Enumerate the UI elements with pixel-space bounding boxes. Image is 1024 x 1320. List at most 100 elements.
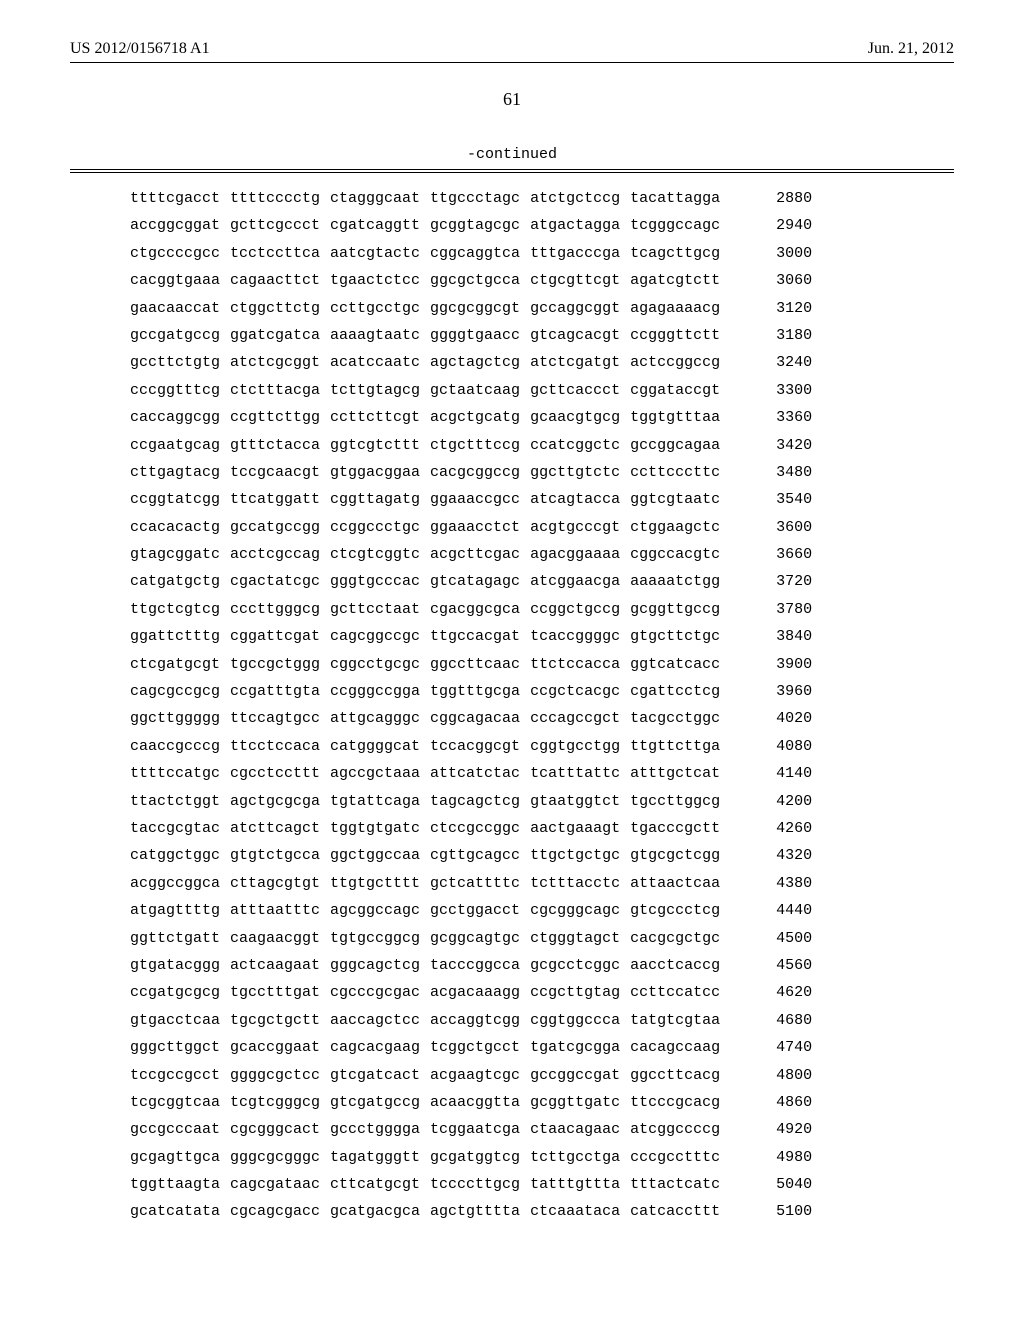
- sequence-group: aaaagtaatc: [330, 328, 420, 343]
- sequence-group: acgacaaagg: [430, 985, 520, 1000]
- sequence-position: 3960: [768, 684, 812, 699]
- sequence-group: actcaagaat: [230, 958, 320, 973]
- sequence-group: cgatcaggtt: [330, 218, 420, 233]
- sequence-group: acggccggca: [130, 876, 220, 891]
- sequence-row: ttttcgacctttttcccctgctagggcaatttgccctagc…: [130, 191, 954, 206]
- sequence-group: gctaatcaag: [430, 383, 520, 398]
- sequence-group: acgtgcccgt: [530, 520, 620, 535]
- sequence-group: ttgccacgat: [430, 629, 520, 644]
- sequence-group: cccagccgct: [530, 711, 620, 726]
- sequence-group: cttcatgcgt: [330, 1177, 420, 1192]
- sequence-row: gccttctgtgatctcgcggtacatccaatcagctagctcg…: [130, 355, 954, 370]
- sequence-row: ccacacactggccatgccggccggccctgcggaaacctct…: [130, 520, 954, 535]
- sequence-group: agctgcgcga: [230, 794, 320, 809]
- sequence-group: atctgctccg: [530, 191, 620, 206]
- sequence-group: cacgcgctgc: [630, 931, 720, 946]
- sequence-group: gggcttggct: [130, 1040, 220, 1055]
- sequence-group: ccttcccttc: [630, 465, 720, 480]
- sequence-group: tcgggccagc: [630, 218, 720, 233]
- sequence-groups: tggttaagtacagcgataaccttcatgcgttccccttgcg…: [130, 1177, 730, 1192]
- sequence-group: cagaacttct: [230, 273, 320, 288]
- sequence-group: gtgcgctcgg: [630, 848, 720, 863]
- sequence-groups: cccggtttcgctctttacgatcttgtagcggctaatcaag…: [130, 383, 730, 398]
- sequence-groups: catgatgctgcgactatcgcgggtgcccacgtcatagagc…: [130, 574, 730, 589]
- sequence-group: ctgctttccg: [430, 438, 520, 453]
- sequence-group: ctgggtagct: [530, 931, 620, 946]
- sequence-group: tcttgtagcg: [330, 383, 420, 398]
- sequence-group: tatttgttta: [530, 1177, 620, 1192]
- sequence-group: tgtattcaga: [330, 794, 420, 809]
- sequence-groups: tcgcggtcaatcgtcgggcggtcgatgccgacaacggtta…: [130, 1095, 730, 1110]
- sequence-group: acaacggtta: [430, 1095, 520, 1110]
- sequence-row: taccgcgtacatcttcagcttggtgtgatcctccgccggc…: [130, 821, 954, 836]
- sequence-group: ggcttgtctc: [530, 465, 620, 480]
- sequence-group: gtgcttctgc: [630, 629, 720, 644]
- sequence-group: cgattcctcg: [630, 684, 720, 699]
- sequence-group: cagcacgaag: [330, 1040, 420, 1055]
- sequence-group: tgacccgctt: [630, 821, 720, 836]
- patent-page: US 2012/0156718 A1 Jun. 21, 2012 61 -con…: [0, 0, 1024, 1320]
- sequence-group: ggctggccaa: [330, 848, 420, 863]
- sequence-position: 3720: [768, 574, 812, 589]
- sequence-group: ggtcatcacc: [630, 657, 720, 672]
- sequence-group: ctggaagctc: [630, 520, 720, 535]
- sequence-position: 3420: [768, 438, 812, 453]
- sequence-group: cggattcgat: [230, 629, 320, 644]
- sequence-group: attaactcaa: [630, 876, 720, 891]
- sequence-group: acatccaatc: [330, 355, 420, 370]
- sequence-group: agcggccagc: [330, 903, 420, 918]
- sequence-group: ccggtatcgg: [130, 492, 220, 507]
- sequence-group: gccgatgccg: [130, 328, 220, 343]
- sequence-group: ttgtgctttt: [330, 876, 420, 891]
- sequence-group: gcggttgatc: [530, 1095, 620, 1110]
- sequence-group: gggtgcccac: [330, 574, 420, 589]
- sequence-groups: ttttcgacctttttcccctgctagggcaatttgccctagc…: [130, 191, 730, 206]
- sequence-group: cgcccgcgac: [330, 985, 420, 1000]
- sequence-group: tacattagga: [630, 191, 720, 206]
- sequence-row: gtagcggatcacctcgccagctcgtcggtcacgcttcgac…: [130, 547, 954, 562]
- sequence-group: tcaccggggc: [530, 629, 620, 644]
- sequence-groups: gtgatacgggactcaagaatgggcagctcgtacccggcca…: [130, 958, 730, 973]
- sequence-group: tggtttgcga: [430, 684, 520, 699]
- sequence-row: ttactctggtagctgcgcgatgtattcagatagcagctcg…: [130, 794, 954, 809]
- sequence-group: gtcgatcact: [330, 1068, 420, 1083]
- sequence-position: 5040: [768, 1177, 812, 1192]
- sequence-groups: caaccgcccgttcctccacacatggggcattccacggcgt…: [130, 739, 730, 754]
- sequence-group: acgcttcgac: [430, 547, 520, 562]
- sequence-group: ggcgctgcca: [430, 273, 520, 288]
- sequence-group: cgacggcgca: [430, 602, 520, 617]
- sequence-position: 4440: [768, 903, 812, 918]
- sequence-row: ttgctcgtcgcccttgggcggcttcctaatcgacggcgca…: [130, 602, 954, 617]
- sequence-group: catgatgctg: [130, 574, 220, 589]
- sequence-groups: acggccggcacttagcgtgtttgtgcttttgctcattttc…: [130, 876, 730, 891]
- sequence-group: cggcagacaa: [430, 711, 520, 726]
- sequence-group: gtagcggatc: [130, 547, 220, 562]
- sequence-groups: gccgatgccgggatcgatcaaaaagtaatcggggtgaacc…: [130, 328, 730, 343]
- sequence-group: ttgccctagc: [430, 191, 520, 206]
- sequence-groups: ttgctcgtcgcccttgggcggcttcctaatcgacggcgca…: [130, 602, 730, 617]
- sequence-row: catggctggcgtgtctgccaggctggccaacgttgcagcc…: [130, 848, 954, 863]
- sequence-group: ccatcggctc: [530, 438, 620, 453]
- sequence-group: tgaactctcc: [330, 273, 420, 288]
- sequence-group: atgactagga: [530, 218, 620, 233]
- sequence-position: 2940: [768, 218, 812, 233]
- sequence-row: gccgatgccgggatcgatcaaaaagtaatcggggtgaacc…: [130, 328, 954, 343]
- sequence-position: 3900: [768, 657, 812, 672]
- sequence-row: tccgccgcctggggcgctccgtcgatcactacgaagtcgc…: [130, 1068, 954, 1083]
- sequence-group: tcggctgcct: [430, 1040, 520, 1055]
- sequence-row: tggttaagtacagcgataaccttcatgcgttccccttgcg…: [130, 1177, 954, 1192]
- sequence-row: cagcgccgcgccgatttgtaccgggccggatggtttgcga…: [130, 684, 954, 699]
- sequence-groups: ccgaatgcaggtttctaccaggtcgtctttctgctttccg…: [130, 438, 730, 453]
- sequence-group: tctttacctc: [530, 876, 620, 891]
- sequence-groups: atgagttttgatttaatttcagcggccagcgcctggacct…: [130, 903, 730, 918]
- sequence-group: ggaaaccgcc: [430, 492, 520, 507]
- sequence-group: cccttgggcg: [230, 602, 320, 617]
- sequence-group: cccggtttcg: [130, 383, 220, 398]
- sequence-group: cggttagatg: [330, 492, 420, 507]
- sequence-group: ggccttcaac: [430, 657, 520, 672]
- sequence-group: actccggccg: [630, 355, 720, 370]
- sequence-group: cgttgcagcc: [430, 848, 520, 863]
- sequence-groups: gccgcccaatcgcgggcactgccctggggatcggaatcga…: [130, 1122, 730, 1137]
- sequence-group: taccgcgtac: [130, 821, 220, 836]
- page-header: US 2012/0156718 A1 Jun. 21, 2012: [70, 40, 954, 58]
